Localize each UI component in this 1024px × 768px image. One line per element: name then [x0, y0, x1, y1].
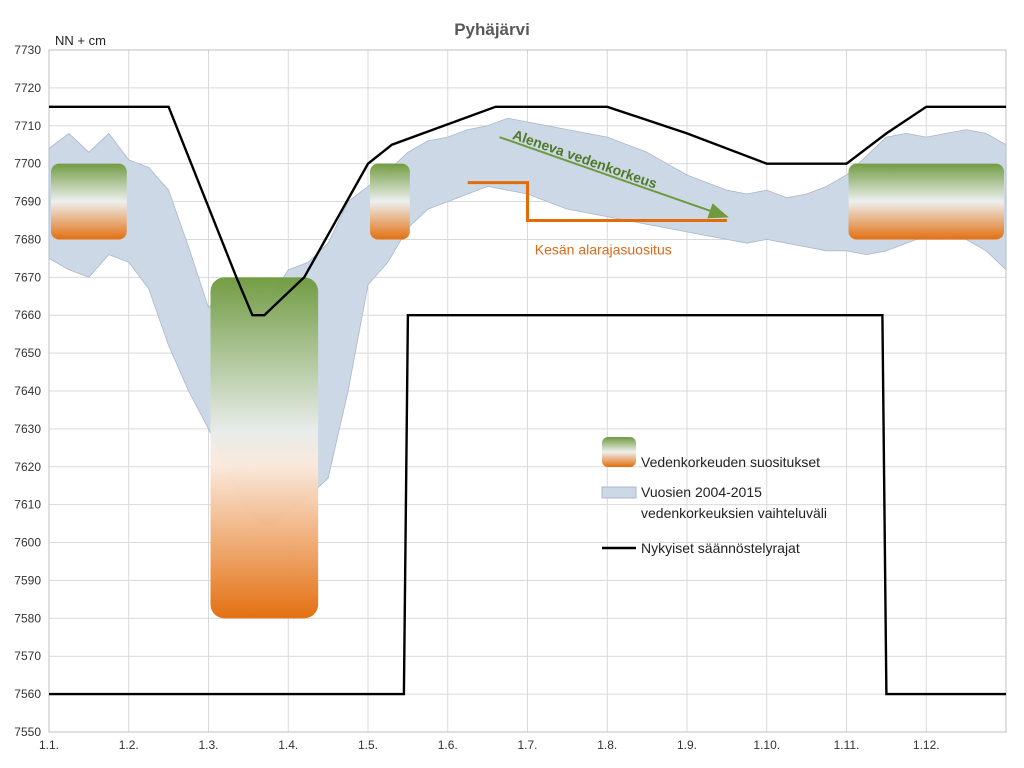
y-tick-label: 7710 — [14, 119, 41, 133]
regulation-upper-line — [49, 105, 1006, 317]
y-tick-label: 7690 — [14, 195, 41, 209]
y-tick-label: 7590 — [14, 573, 41, 587]
trend-arrow — [499, 136, 729, 219]
x-tick-label: 1.4. — [278, 738, 298, 752]
y-tick-label: 7700 — [14, 157, 41, 171]
x-tick-label: 1.8. — [597, 738, 617, 752]
x-tick-label: 1.3. — [198, 738, 218, 752]
summer-limit-annotation: Kesän alarajasuositus — [535, 242, 672, 258]
x-tick-label: 1.9. — [677, 738, 697, 752]
recommendation-box — [210, 277, 319, 619]
summer-lower-limit-line — [467, 181, 727, 222]
regulation-lines — [49, 105, 1006, 696]
chart-title: Pyhäjärvi — [454, 20, 530, 39]
y-tick-labels: 7550 7560 7570 7580 7590 7600 7610 7620 7630 7640… — [14, 43, 41, 739]
y-tick-label: 7620 — [14, 460, 41, 474]
y-tick-label: 7600 — [14, 536, 41, 550]
recommendation-box — [51, 163, 127, 240]
y-tick-label: 7680 — [14, 232, 41, 246]
x-tick-label: 1.2. — [119, 738, 139, 752]
legend-gradient-swatch — [602, 437, 636, 467]
y-tick-label: 7650 — [14, 346, 41, 360]
y-tick-label: 7670 — [14, 270, 41, 284]
x-tick-label: 1.1. — [39, 738, 59, 752]
x-tick-label: 1.10. — [753, 738, 780, 752]
x-tick-label: 1.7. — [517, 738, 537, 752]
x-tick-label: 1.6. — [438, 738, 458, 752]
x-tick-label: 1.5. — [358, 738, 378, 752]
y-tick-label: 7630 — [14, 422, 41, 436]
y-tick-label: 7550 — [14, 725, 41, 739]
y-tick-label: 7640 — [14, 384, 41, 398]
legend-band-swatch — [601, 486, 637, 499]
legend-label: Vuosien 2004-2015 — [641, 484, 762, 500]
recommendation-box — [848, 163, 1004, 240]
plot-area-border — [48, 49, 1007, 733]
x-tick-label: 1.11. — [834, 738, 860, 752]
y-axis-label: NN + cm — [55, 33, 106, 48]
legend-label: vedenkorkeuksien vaihteluväli — [641, 505, 827, 521]
recommendation-box — [370, 163, 410, 240]
recommendation-boxes — [51, 163, 1004, 619]
legend: Vedenkorkeuden suositukset Vuosien 2004-2… — [601, 437, 827, 556]
y-tick-label: 7560 — [14, 687, 41, 701]
y-tick-label: 7660 — [14, 308, 41, 322]
y-tick-label: 7570 — [14, 649, 41, 663]
y-tick-label: 7720 — [14, 81, 41, 95]
x-tick-label: 1.12. — [913, 738, 940, 752]
y-tick-label: 7610 — [14, 498, 41, 512]
y-tick-label: 7580 — [14, 611, 41, 625]
legend-label: Nykyiset säännöstelyrajat — [641, 540, 800, 556]
x-tick-labels: 1.1. 1.2. 1.3. 1.4. 1.5. 1.6. 1.7. 1.8. 1.9. 1.10… — [39, 738, 940, 752]
legend-label: Vedenkorkeuden suositukset — [641, 454, 820, 470]
y-tick-label: 7730 — [14, 43, 41, 57]
regulation-lower-line — [49, 314, 1006, 696]
